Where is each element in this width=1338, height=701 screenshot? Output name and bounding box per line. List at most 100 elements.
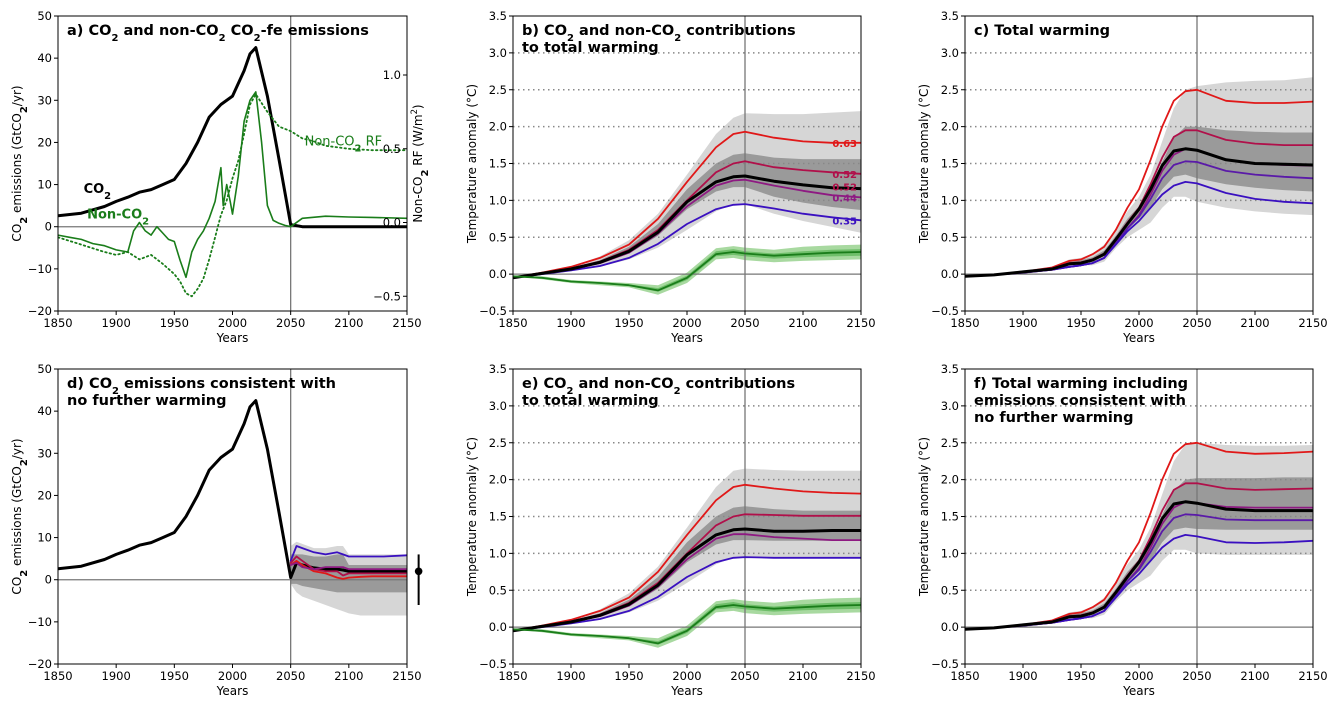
y-tick-label: 0.0 — [489, 620, 507, 634]
x-axis-label: Years — [216, 331, 249, 345]
x-tick-label: 1950 — [160, 669, 189, 683]
value-label: 0.44 — [832, 193, 857, 204]
series-line — [58, 93, 407, 298]
x-tick-label: 1900 — [102, 669, 131, 683]
x-tick-label: 2050 — [730, 316, 759, 330]
x-tick-label: 2100 — [334, 669, 363, 683]
series-line — [513, 527, 861, 633]
x-tick-label: 1950 — [1066, 316, 1095, 330]
y-tick-label: 0.5 — [941, 230, 959, 244]
series-line — [58, 91, 407, 279]
y-tick-label: 1.0 — [941, 193, 959, 207]
series-line — [965, 147, 1313, 278]
x-tick-label: 1950 — [1066, 669, 1095, 683]
y-tick-label: 2.0 — [941, 120, 959, 134]
y-tick-label: 2.5 — [941, 436, 959, 450]
uncertainty-band — [513, 153, 861, 278]
y-tick-label: 3.0 — [489, 46, 507, 60]
series-line — [513, 556, 861, 632]
y-tick-label: 0.0 — [489, 267, 507, 281]
y-tick-label: −0.5 — [479, 304, 507, 318]
y-tick-label: 0 — [45, 573, 52, 587]
series-line — [289, 545, 407, 562]
y-axis-label: Temperature anomaly (°C) — [917, 84, 931, 244]
y-tick-label: 10 — [37, 531, 52, 545]
y2-tick-label: 0.0 — [383, 216, 401, 230]
series-line — [965, 88, 1313, 278]
uncertainty-band — [965, 442, 1313, 631]
series-line — [965, 441, 1313, 631]
y-tick-label: 1.5 — [941, 157, 959, 171]
x-tick-label: 2000 — [1124, 669, 1153, 683]
x-tick-label: 1900 — [556, 669, 585, 683]
panel-d: 1850 1900 1950 2000 2050 2100 2150 −20 −10 0 10 20 3… — [10, 362, 423, 698]
x-tick-label: 2100 — [788, 316, 817, 330]
x-tick-label: 1950 — [614, 316, 643, 330]
x-tick-label: 2100 — [1240, 316, 1269, 330]
series-line — [289, 555, 407, 577]
x-tick-label: 2050 — [276, 669, 305, 683]
value-label: 0.35 — [832, 216, 857, 227]
y-tick-label: 0.5 — [489, 230, 507, 244]
x-axis-label: Years — [216, 684, 249, 698]
x-tick-label: 2000 — [672, 669, 701, 683]
x-tick-label: 2100 — [334, 316, 363, 330]
y-tick-label: 0 — [45, 220, 52, 234]
y-tick-label: 2.0 — [489, 120, 507, 134]
y-tick-label: 1.0 — [941, 546, 959, 560]
y-tick-label: 0.5 — [489, 583, 507, 597]
y-tick-label: −0.5 — [931, 657, 959, 671]
y-tick-label: 3.5 — [489, 362, 507, 376]
series-line — [513, 174, 861, 280]
y-tick-label: −20 — [28, 304, 52, 318]
panel-title: no further warming — [67, 393, 227, 409]
uncertainty-band — [965, 126, 1313, 278]
x-tick-label: 1850 — [43, 669, 72, 683]
panel-title: no further warming — [974, 410, 1134, 426]
x-tick-label: 2050 — [1182, 316, 1211, 330]
x-axis-label: Years — [670, 684, 703, 698]
uncertainty-band — [965, 77, 1313, 278]
x-tick-label: 2100 — [1240, 669, 1269, 683]
x-tick-label: 2050 — [730, 669, 759, 683]
error-bar-point — [414, 567, 423, 576]
y-axis-label: CO2 emissions (GtCO2/yr) — [10, 85, 30, 241]
series-line — [289, 562, 407, 571]
y-tick-label: 40 — [37, 51, 52, 65]
value-label: 0.52 — [832, 170, 857, 181]
x-tick-label: 1850 — [43, 316, 72, 330]
x-tick-label: 1950 — [160, 316, 189, 330]
y-tick-label: −10 — [28, 262, 52, 276]
y-tick-label: 3.0 — [941, 399, 959, 413]
y-axis-label: Temperature anomaly (°C) — [465, 437, 479, 597]
y-tick-label: 30 — [37, 93, 52, 107]
panel-b: 1850 1900 1950 2000 2050 2100 2150 −0.5 0.0 0.5 1.… — [465, 9, 876, 345]
panel-title: emissions consistent with — [974, 393, 1186, 409]
x-tick-label: 2000 — [1124, 316, 1153, 330]
y2-tick-label: 1.0 — [383, 68, 401, 82]
y-tick-label: 20 — [37, 488, 52, 502]
x-tick-label: 2050 — [1182, 669, 1211, 683]
y-axis-label: CO2 emissions (GtCO2/yr) — [10, 438, 30, 594]
y-tick-label: 0.5 — [941, 583, 959, 597]
x-tick-label: 2150 — [846, 316, 875, 330]
y-tick-label: 0.0 — [941, 267, 959, 281]
series-line — [513, 251, 861, 292]
x-tick-label: 1900 — [556, 316, 585, 330]
y-tick-label: 1.5 — [941, 510, 959, 524]
series-annotation: Non-CO2 — [87, 207, 149, 227]
y2-tick-label: −0.5 — [373, 289, 401, 303]
y-tick-label: 2.5 — [489, 436, 507, 450]
series-line — [58, 399, 407, 580]
x-axis-label: Years — [670, 331, 703, 345]
series-line — [513, 130, 861, 279]
series-line — [965, 500, 1313, 631]
x-tick-label: 2100 — [788, 669, 817, 683]
value-label: 0.63 — [832, 139, 857, 150]
y-tick-label: 3.5 — [941, 362, 959, 376]
y2-tick-label: 0.5 — [383, 142, 401, 156]
y-tick-label: 0.0 — [941, 620, 959, 634]
y2-axis-label: Non-CO2 RF (W/m2) — [409, 104, 431, 222]
y-tick-label: 2.5 — [941, 83, 959, 97]
